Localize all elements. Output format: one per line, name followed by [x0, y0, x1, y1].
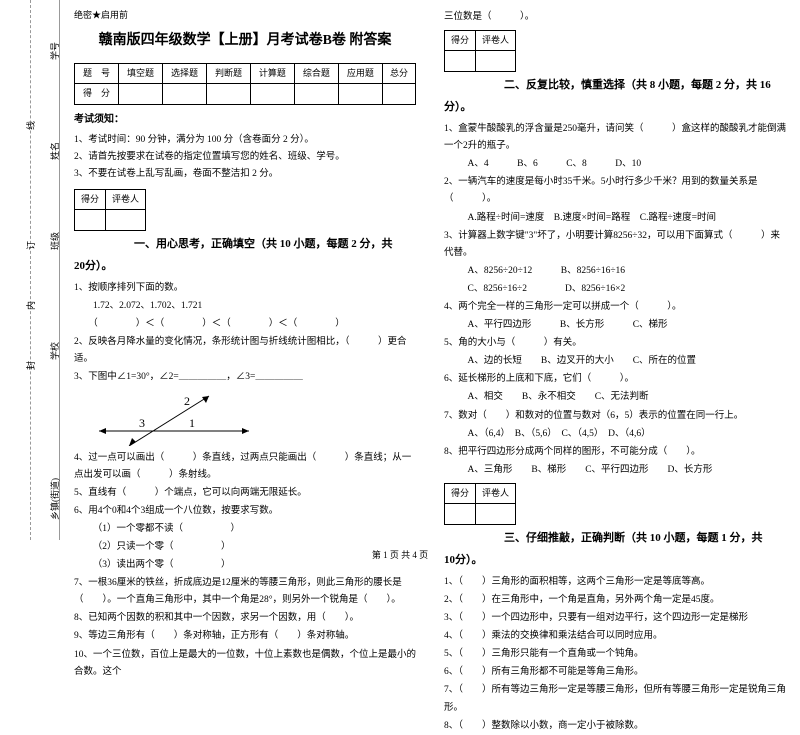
left-column: 绝密★启用前 赣南版四年级数学【上册】月考试卷B卷 附答案 题 号 填空题 选择…: [60, 0, 430, 540]
angle-label-1: 1: [189, 416, 195, 430]
binding-dash: [30, 0, 31, 540]
q4: 4、过一点可以画出（ ）条直线，过两点只能画出（ ）条直线；从一点出发可以画（ …: [74, 450, 416, 484]
s2q5: 5、角的大小与（ ）有关。: [444, 335, 786, 352]
section3-title: 三、仔细推敲，正确判断（共 10 小题，每题 1 分，共: [504, 529, 786, 548]
binding-vert-2: 订: [24, 241, 37, 250]
s2q8-opts: A、三角形 B、梯形 C、平行四边形 D、长方形: [444, 462, 786, 479]
binding-vert-3: 封: [24, 361, 37, 370]
s2q7-opts: A、（6,4） B、（5,6） C、（4,5） D、（4,6）: [444, 426, 786, 443]
mini-grader-2: 评卷人: [476, 31, 516, 51]
mini-grader-3: 评卷人: [476, 483, 516, 503]
mini-score-2: 得分: [445, 31, 476, 51]
s3q6: 6、（ ）所有三角形都不可能是等角三角形。: [444, 664, 786, 681]
s2q1-opts: A、4 B、6 C、8 D、10: [444, 156, 786, 173]
q6-1: （1）一个零都不读（ ）: [74, 521, 416, 538]
score-h6: 应用题: [338, 64, 382, 84]
secret-label: 绝密★启用前: [74, 8, 416, 23]
s2q8: 8、把平行四边形分成两个同样的图形，不可能分成（ ）。: [444, 444, 786, 461]
angle-svg: 3 1 2: [94, 391, 254, 446]
q3: 3、下图中∠1=30°，∠2=＿＿＿＿＿，∠3=＿＿＿＿＿: [74, 369, 416, 386]
angle-diagram: 3 1 2: [94, 391, 254, 446]
q8: 8、已知两个因数的积和其中一个因数，求另一个因数，用（ ）。: [74, 610, 416, 627]
rule-3: 3、不要在试卷上乱写乱画，卷面不整洁扣 2 分。: [74, 166, 416, 183]
score-row2: 得 分: [75, 84, 119, 104]
score-h5: 综合题: [294, 64, 338, 84]
binding-margin: 学号 姓名 班级 学校 乡镇(街道) 线 订 封 内: [0, 0, 60, 540]
q1-blank: （ ）＜（ ）＜（ ）＜（ ）: [74, 316, 416, 333]
section2-title: 二、反复比较，慎重选择（共 8 小题，每题 2 分，共 16: [504, 76, 786, 95]
s3q2: 2、（ ）在三角形中，一个角是直角，另外两个角一定是45度。: [444, 592, 786, 609]
mini-score-table-3: 得分评卷人: [444, 483, 516, 525]
score-h1: 填空题: [118, 64, 162, 84]
mini-score-3: 得分: [445, 483, 476, 503]
score-h4: 计算题: [250, 64, 294, 84]
section2-cont: 分）。: [444, 98, 786, 117]
binding-vert-1: 线: [24, 121, 37, 130]
s2q6-opts: A、相交 B、永不相交 C、无法判断: [444, 389, 786, 406]
s2q1: 1、盒蒙牛酸酸乳的浮含量是250毫升，请问笑（ ）盒这样的酸酸乳才能倒满一个2升…: [444, 121, 786, 155]
score-h0: 题 号: [75, 64, 119, 84]
right-column: 三位数是（ ）。 得分评卷人 二、反复比较，慎重选择（共 8 小题，每题 2 分…: [430, 0, 800, 540]
page-footer: 第 1 页 共 4 页: [0, 548, 800, 561]
q10: 10、一个三位数，百位上是最大的一位数，十位上素数也是偶数，个位上是最小的合数。…: [74, 647, 416, 681]
binding-label-school: 学校: [48, 342, 61, 360]
angle-label-3: 3: [139, 416, 145, 430]
notice-title: 考试须知：: [74, 111, 416, 128]
rule-2: 2、请首先按要求在试卷的指定位置填写您的姓名、班级、学号。: [74, 149, 416, 166]
binding-label-id: 学号: [48, 42, 61, 60]
s2q5-opts: A、边的长短 B、边叉开的大小 C、所在的位置: [444, 353, 786, 370]
s3q7: 7、（ ）所有等边三角形一定是等腰三角形，但所有等腰三角形一定是锐角三角形。: [444, 682, 786, 716]
s2q3-opts: A、8256÷20÷12 B、8256÷16÷16: [444, 263, 786, 280]
s2q2-opts: A.路程÷时间=速度 B.速度×时间=路程 C.路程÷速度=时间: [444, 210, 786, 227]
s3q8: 8、（ ）整数除以小数，商一定小于被除数。: [444, 718, 786, 735]
binding-label-name: 姓名: [48, 142, 61, 160]
binding-label-town: 乡镇(街道): [48, 478, 61, 520]
s2q6: 6、延长梯形的上底和下底，它们（ ）。: [444, 371, 786, 388]
binding-vert-4: 内: [24, 301, 37, 310]
s2q2: 2、一辆汽车的速度是每小时35千米。5小时行多少千米？用到的数量关系是（ ）。: [444, 174, 786, 208]
section1-cont: 20分）。: [74, 257, 416, 276]
s2q3: 3、计算器上数字键"3"坏了，小明要计算8256÷32，可以用下面算式（ ）来代…: [444, 228, 786, 262]
mini-grader: 评卷人: [106, 189, 146, 209]
q1-nums: 1.72、2.072、1.702、1.721: [74, 298, 416, 315]
s2q4-opts: A、平行四边形 B、长方形 C、梯形: [444, 317, 786, 334]
s3q5: 5、（ ）三角形只能有一个直角或一个钝角。: [444, 646, 786, 663]
rules-list: 1、考试时间：90 分钟，满分为 100 分（含卷面分 2 分）。 2、请首先按…: [74, 132, 416, 183]
s3q4: 4、（ ）乘法的交换律和乘法结合可以同时应用。: [444, 628, 786, 645]
q6: 6、用4个0和4个3组成一个八位数，按要求写数。: [74, 503, 416, 520]
q7: 7、一根36厘米的铁丝，折成底边是12厘米的等腰三角形，则此三角形的腰长是（ ）…: [74, 575, 416, 609]
s3q1: 1、（ ）三角形的面积相等，这两个三角形一定是等底等高。: [444, 574, 786, 591]
exam-title: 赣南版四年级数学【上册】月考试卷B卷 附答案: [74, 29, 416, 53]
mini-score-table-2: 得分评卷人: [444, 30, 516, 72]
q10-cont: 三位数是（ ）。: [444, 9, 786, 26]
s2q4: 4、两个完全一样的三角形一定可以拼成一个（ ）。: [444, 299, 786, 316]
mini-score: 得分: [75, 189, 106, 209]
rule-1: 1、考试时间：90 分钟，满分为 100 分（含卷面分 2 分）。: [74, 132, 416, 149]
score-h3: 判断题: [206, 64, 250, 84]
score-h7: 总分: [382, 64, 415, 84]
mini-score-table-1: 得分评卷人: [74, 189, 146, 231]
s2q3-opts2: C、8256÷16÷2 D、8256÷16×2: [444, 281, 786, 298]
section1-title: 一、用心思考，正确填空（共 10 小题，每题 2 分，共: [134, 235, 416, 254]
score-h2: 选择题: [162, 64, 206, 84]
score-table: 题 号 填空题 选择题 判断题 计算题 综合题 应用题 总分 得 分: [74, 63, 416, 105]
s2q7: 7、数对（ ）和数对的位置与数对（6，5）表示的位置在同一行上。: [444, 408, 786, 425]
q5: 5、直线有（ ）个端点，它可以向两端无限延长。: [74, 485, 416, 502]
q1: 1、按顺序排列下面的数。: [74, 280, 416, 297]
q2: 2、反映各月降水量的变化情况，条形统计图与折线统计图相比，（ ）更合适。: [74, 334, 416, 368]
binding-label-class: 班级: [48, 232, 61, 250]
s3q3: 3、（ ）一个四边形中，只要有一组对边平行，这个四边形一定是梯形: [444, 610, 786, 627]
q9: 9、等边三角形有（ ）条对称轴，正方形有（ ）条对称轴。: [74, 628, 416, 645]
angle-label-2: 2: [184, 394, 190, 408]
